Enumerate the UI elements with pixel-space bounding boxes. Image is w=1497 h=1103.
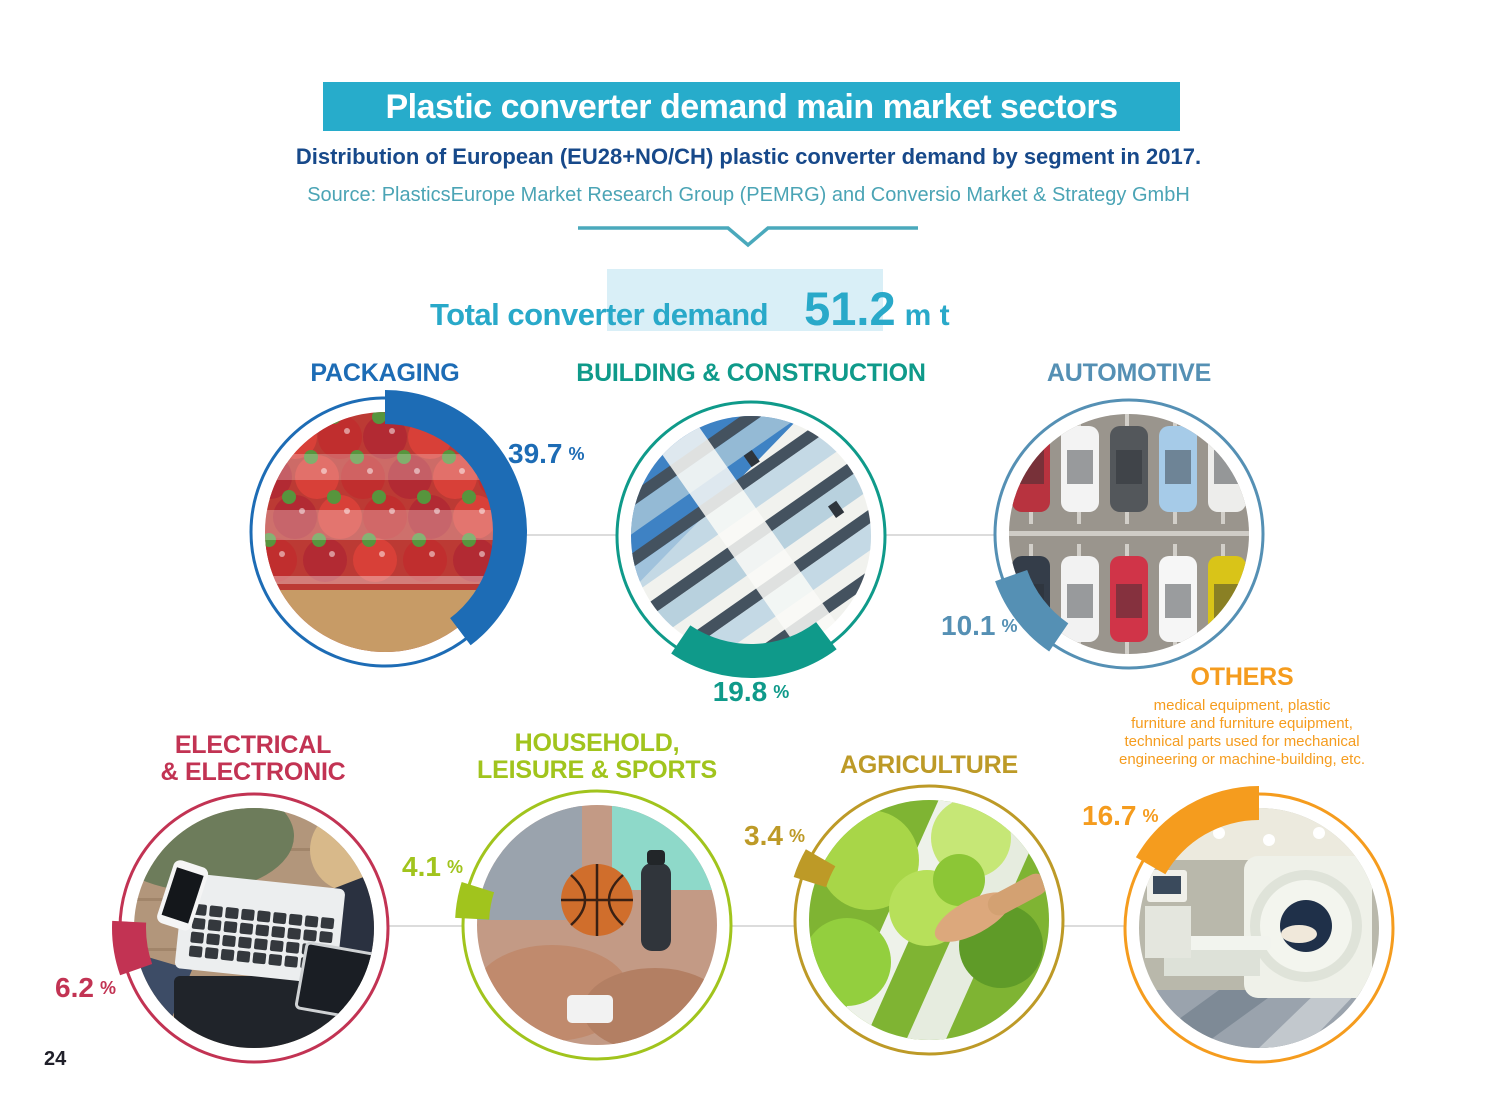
percent-sign: %: [1142, 806, 1159, 826]
total-label: Total converter demand: [430, 297, 769, 332]
label-automotive: AUTOMOTIVE: [1046, 359, 1212, 387]
value-others: 16.7%: [1082, 800, 1159, 832]
value-packaging: 39.7%: [508, 438, 585, 470]
percent-sign: %: [568, 444, 585, 464]
donut-others: [1123, 786, 1395, 1064]
label-household-leisure-sports: HOUSEHOLD, LEISURE & SPORTS: [477, 729, 717, 784]
connector-line-row2: [254, 925, 1259, 927]
label-agriculture: AGRICULTURE: [840, 751, 1018, 779]
apartment-building-arc: [671, 622, 837, 679]
label-others: OTHERS: [1190, 663, 1294, 691]
page-subtitle: Distribution of European (EU28+NO/CH) pl…: [295, 144, 1202, 169]
value-building-number: 19.8: [712, 676, 768, 707]
donut-building-construction: [615, 400, 887, 679]
total-unit: m t: [904, 299, 950, 332]
strawberries-packaging-arc: [385, 390, 528, 646]
value-electrical-number: 6.2: [55, 972, 94, 1003]
percent-sign: %: [99, 978, 116, 998]
value-household-number: 4.1: [402, 851, 441, 882]
value-agriculture-number: 3.4: [744, 820, 783, 851]
brace-divider: [578, 226, 918, 248]
parking-cars-photo: [1009, 414, 1249, 654]
parking-cars-arc: [995, 569, 1069, 652]
percent-sign: %: [1001, 616, 1018, 636]
label-electrical-electronic: ELECTRICAL & ELECTRONIC: [160, 731, 346, 786]
hydroponic-lettuce-photo: [809, 800, 1049, 1040]
value-packaging-number: 39.7: [508, 438, 563, 469]
total-converter-demand: Total converter demand 51.2 m t: [430, 269, 950, 337]
label-packaging: PACKAGING: [310, 359, 460, 387]
percent-sign: %: [788, 826, 805, 846]
family-devices-arc: [112, 920, 153, 976]
source-text: Source: PlasticsEurope Market Research G…: [307, 184, 1190, 206]
donut-agriculture: [793, 784, 1065, 1056]
total-highlight-box: [607, 269, 883, 331]
total-value: 51.2: [804, 282, 896, 335]
value-agriculture: 3.4%: [744, 820, 805, 852]
value-others-number: 16.7: [1082, 800, 1137, 831]
donut-household-leisure-sports: [455, 789, 733, 1061]
value-building-construction: 19.8%: [651, 676, 851, 708]
percent-sign: %: [446, 857, 463, 877]
value-electrical-electronic: 6.2%: [55, 972, 116, 1004]
percent-sign: %: [773, 682, 790, 702]
sports-bench-arc: [455, 881, 495, 920]
mri-scanner-arc: [1135, 786, 1259, 875]
donut-automotive: [993, 398, 1265, 670]
value-household-leisure-sports: 4.1%: [402, 851, 463, 883]
donut-packaging: [249, 390, 528, 668]
donut-electrical-electronic: [112, 792, 390, 1064]
page-number: 24: [44, 1048, 67, 1070]
value-automotive-number: 10.1: [941, 610, 996, 641]
label-building-construction: BUILDING & CONSTRUCTION: [576, 359, 926, 387]
others-description: medical equipment, plastic furniture and…: [1119, 697, 1365, 768]
value-automotive: 10.1%: [941, 610, 1018, 642]
hydroponic-lettuce-arc: [793, 849, 836, 888]
page-title: Plastic converter demand main market sec…: [323, 82, 1180, 131]
